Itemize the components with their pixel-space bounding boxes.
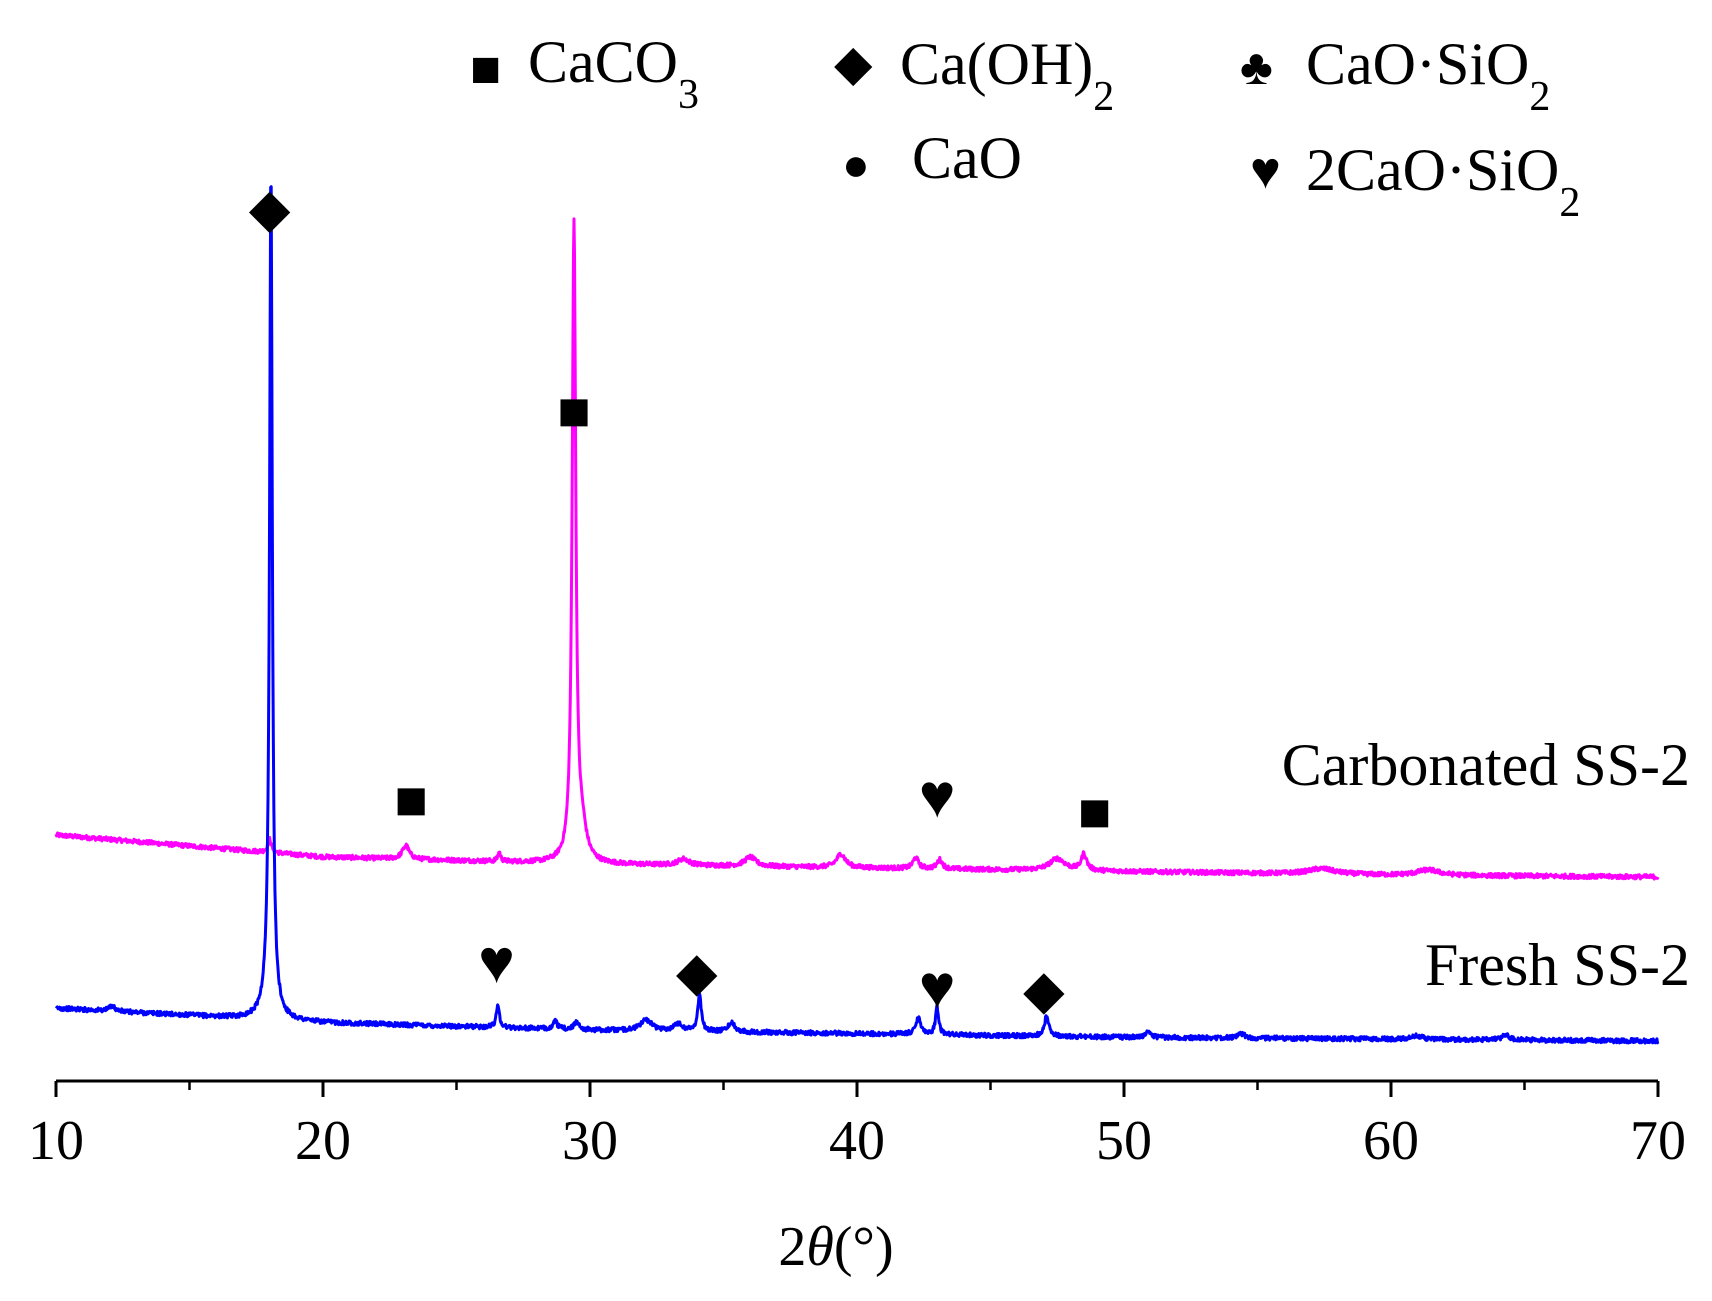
legend-item-caoh2: ◆ Ca(OH)2 <box>834 31 1114 120</box>
series-label-carbonated: Carbonated SS-2 <box>1282 732 1690 798</box>
series-line-carbonated <box>54 217 1660 881</box>
peak-marker-5: ♥ <box>478 929 515 997</box>
series-label-fresh: Fresh SS-2 <box>1425 932 1690 998</box>
legend-label-caosio2: CaO·SiO2 <box>1306 31 1550 120</box>
x-tick-label-20: 20 <box>295 1110 351 1172</box>
legend-item-c2s: ♥ 2CaO·SiO2 <box>1250 137 1580 226</box>
x-ticks: 10 20 30 40 50 60 70 <box>28 1081 1686 1172</box>
legend-item-cao: ● CaO <box>842 125 1022 191</box>
x-axis-label-unit: (°) <box>834 1216 894 1278</box>
x-axis-label: 2θ(°) <box>778 1216 893 1278</box>
x-tick-label-50: 50 <box>1096 1110 1152 1172</box>
legend-marker-caosio2: ♣ <box>1240 39 1273 95</box>
x-axis-label-prefix: 2 <box>778 1216 806 1278</box>
legend-label-c2s: 2CaO·SiO2 <box>1306 137 1580 226</box>
peak-marker-4: ■ <box>1078 781 1112 843</box>
x-tick-label-40: 40 <box>829 1110 885 1172</box>
peak-marker-2: ■ <box>394 770 428 832</box>
peak-marker-3: ♥ <box>919 763 956 831</box>
legend-label-caoh2: Ca(OH)2 <box>900 31 1114 120</box>
legend-label-cao: CaO <box>912 125 1022 191</box>
legend-marker-c2s: ♥ <box>1250 143 1281 200</box>
x-axis-label-symbol: θ <box>806 1216 834 1278</box>
peak-marker-6: ◆ <box>676 942 718 1002</box>
series-line-fresh <box>54 185 1660 1045</box>
x-tick-label-60: 60 <box>1363 1110 1419 1172</box>
legend-marker-caco3: ■ <box>470 41 501 98</box>
peak-marker-8: ◆ <box>1023 960 1065 1020</box>
legend-label-caco3: CaCO3 <box>528 29 699 118</box>
peak-marker-0: ◆ <box>249 178 291 238</box>
legend-marker-cao: ● <box>842 139 870 190</box>
legend: ■ CaCO3 ◆ Ca(OH)2 ♣ CaO·SiO2 ● CaO ♥ <box>470 29 1580 226</box>
x-tick-label-10: 10 <box>28 1110 84 1172</box>
x-tick-label-70: 70 <box>1630 1110 1686 1172</box>
peak-marker-7: ♥ <box>919 954 956 1022</box>
legend-item-caco3: ■ CaCO3 <box>470 29 699 118</box>
peak-marker-1: ■ <box>557 381 591 443</box>
legend-marker-caoh2: ◆ <box>834 35 873 91</box>
annotation-layer: ◆ ■ ■ ♥ ■ ♥ ◆ ♥ ◆ <box>249 178 1112 1022</box>
series-layer <box>54 185 1660 1045</box>
x-tick-label-30: 30 <box>562 1110 618 1172</box>
legend-item-caosio2: ♣ CaO·SiO2 <box>1240 31 1550 120</box>
